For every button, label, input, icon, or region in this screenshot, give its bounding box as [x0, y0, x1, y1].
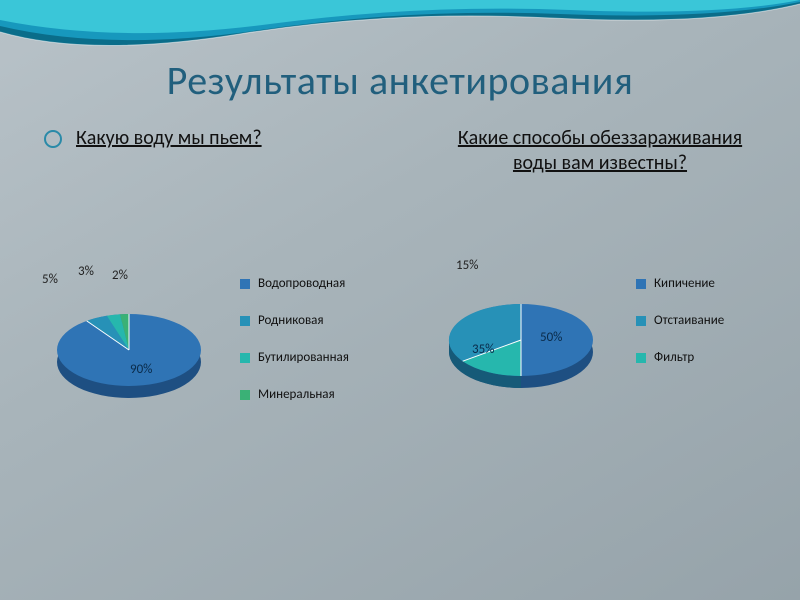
- pie2-pct-1: 35%: [472, 342, 494, 357]
- pie-right-svg: [436, 270, 606, 410]
- legend-item: Отстаивание: [636, 313, 724, 328]
- top-decor: [0, 0, 800, 60]
- swatch-icon: [240, 390, 250, 400]
- legend-item: Фильтр: [636, 350, 724, 365]
- pie1-pct-2: 3%: [78, 264, 94, 279]
- charts-area: 5% 3% 2% 90% Водопроводная Родниковая Бу…: [0, 240, 800, 540]
- legend-label: Кипичение: [654, 276, 715, 291]
- legend-item: Водопроводная: [240, 276, 349, 291]
- legend-item: Минеральная: [240, 387, 349, 402]
- legend-left: Водопроводная Родниковая Бутилированная …: [240, 276, 349, 424]
- subtitle-left: Какую воду мы пьем?: [76, 126, 262, 151]
- legend-item: Родниковая: [240, 313, 349, 328]
- bullet-icon: [44, 130, 62, 148]
- legend-label: Бутилированная: [258, 350, 349, 365]
- swatch-icon: [636, 353, 646, 363]
- chart-left-col: 5% 3% 2% 90% Водопроводная Родниковая Бу…: [0, 240, 400, 540]
- pie2-pct-2: 15%: [456, 258, 478, 273]
- legend-label: Минеральная: [258, 387, 335, 402]
- pie2-pct-0: 50%: [540, 330, 562, 345]
- swatch-icon: [636, 279, 646, 289]
- chart-right-col: 50% 35% 15% Кипичение Отстаивание Фильтр: [400, 240, 800, 540]
- legend-item: Бутилированная: [240, 350, 349, 365]
- swatch-icon: [240, 353, 250, 363]
- legend-item: Кипичение: [636, 276, 724, 291]
- legend-right: Кипичение Отстаивание Фильтр: [636, 276, 724, 387]
- pie-left: 5% 3% 2% 90%: [44, 280, 214, 425]
- subtitle-right: Какие способы обеззараживания воды вам и…: [450, 126, 750, 176]
- legend-label: Фильтр: [654, 350, 694, 365]
- legend-label: Водопроводная: [258, 276, 345, 291]
- swatch-icon: [636, 316, 646, 326]
- pie1-pct-3: 2%: [112, 268, 128, 283]
- subtitle-right-wrap: Какие способы обеззараживания воды вам и…: [400, 126, 800, 176]
- subtitle-left-wrap: Какую воду мы пьем?: [0, 126, 400, 176]
- pie-right: 50% 35% 15%: [436, 270, 606, 415]
- pie1-pct-0: 90%: [130, 362, 152, 377]
- legend-label: Отстаивание: [654, 313, 724, 328]
- pie1-pct-1: 5%: [42, 272, 58, 287]
- decor-waves: [0, 0, 800, 60]
- swatch-icon: [240, 279, 250, 289]
- subtitles-row: Какую воду мы пьем? Какие способы обезза…: [0, 126, 800, 176]
- legend-label: Родниковая: [258, 313, 324, 328]
- swatch-icon: [240, 316, 250, 326]
- slide-title: Результаты анкетирования: [0, 56, 800, 105]
- pie-left-svg: [44, 280, 214, 420]
